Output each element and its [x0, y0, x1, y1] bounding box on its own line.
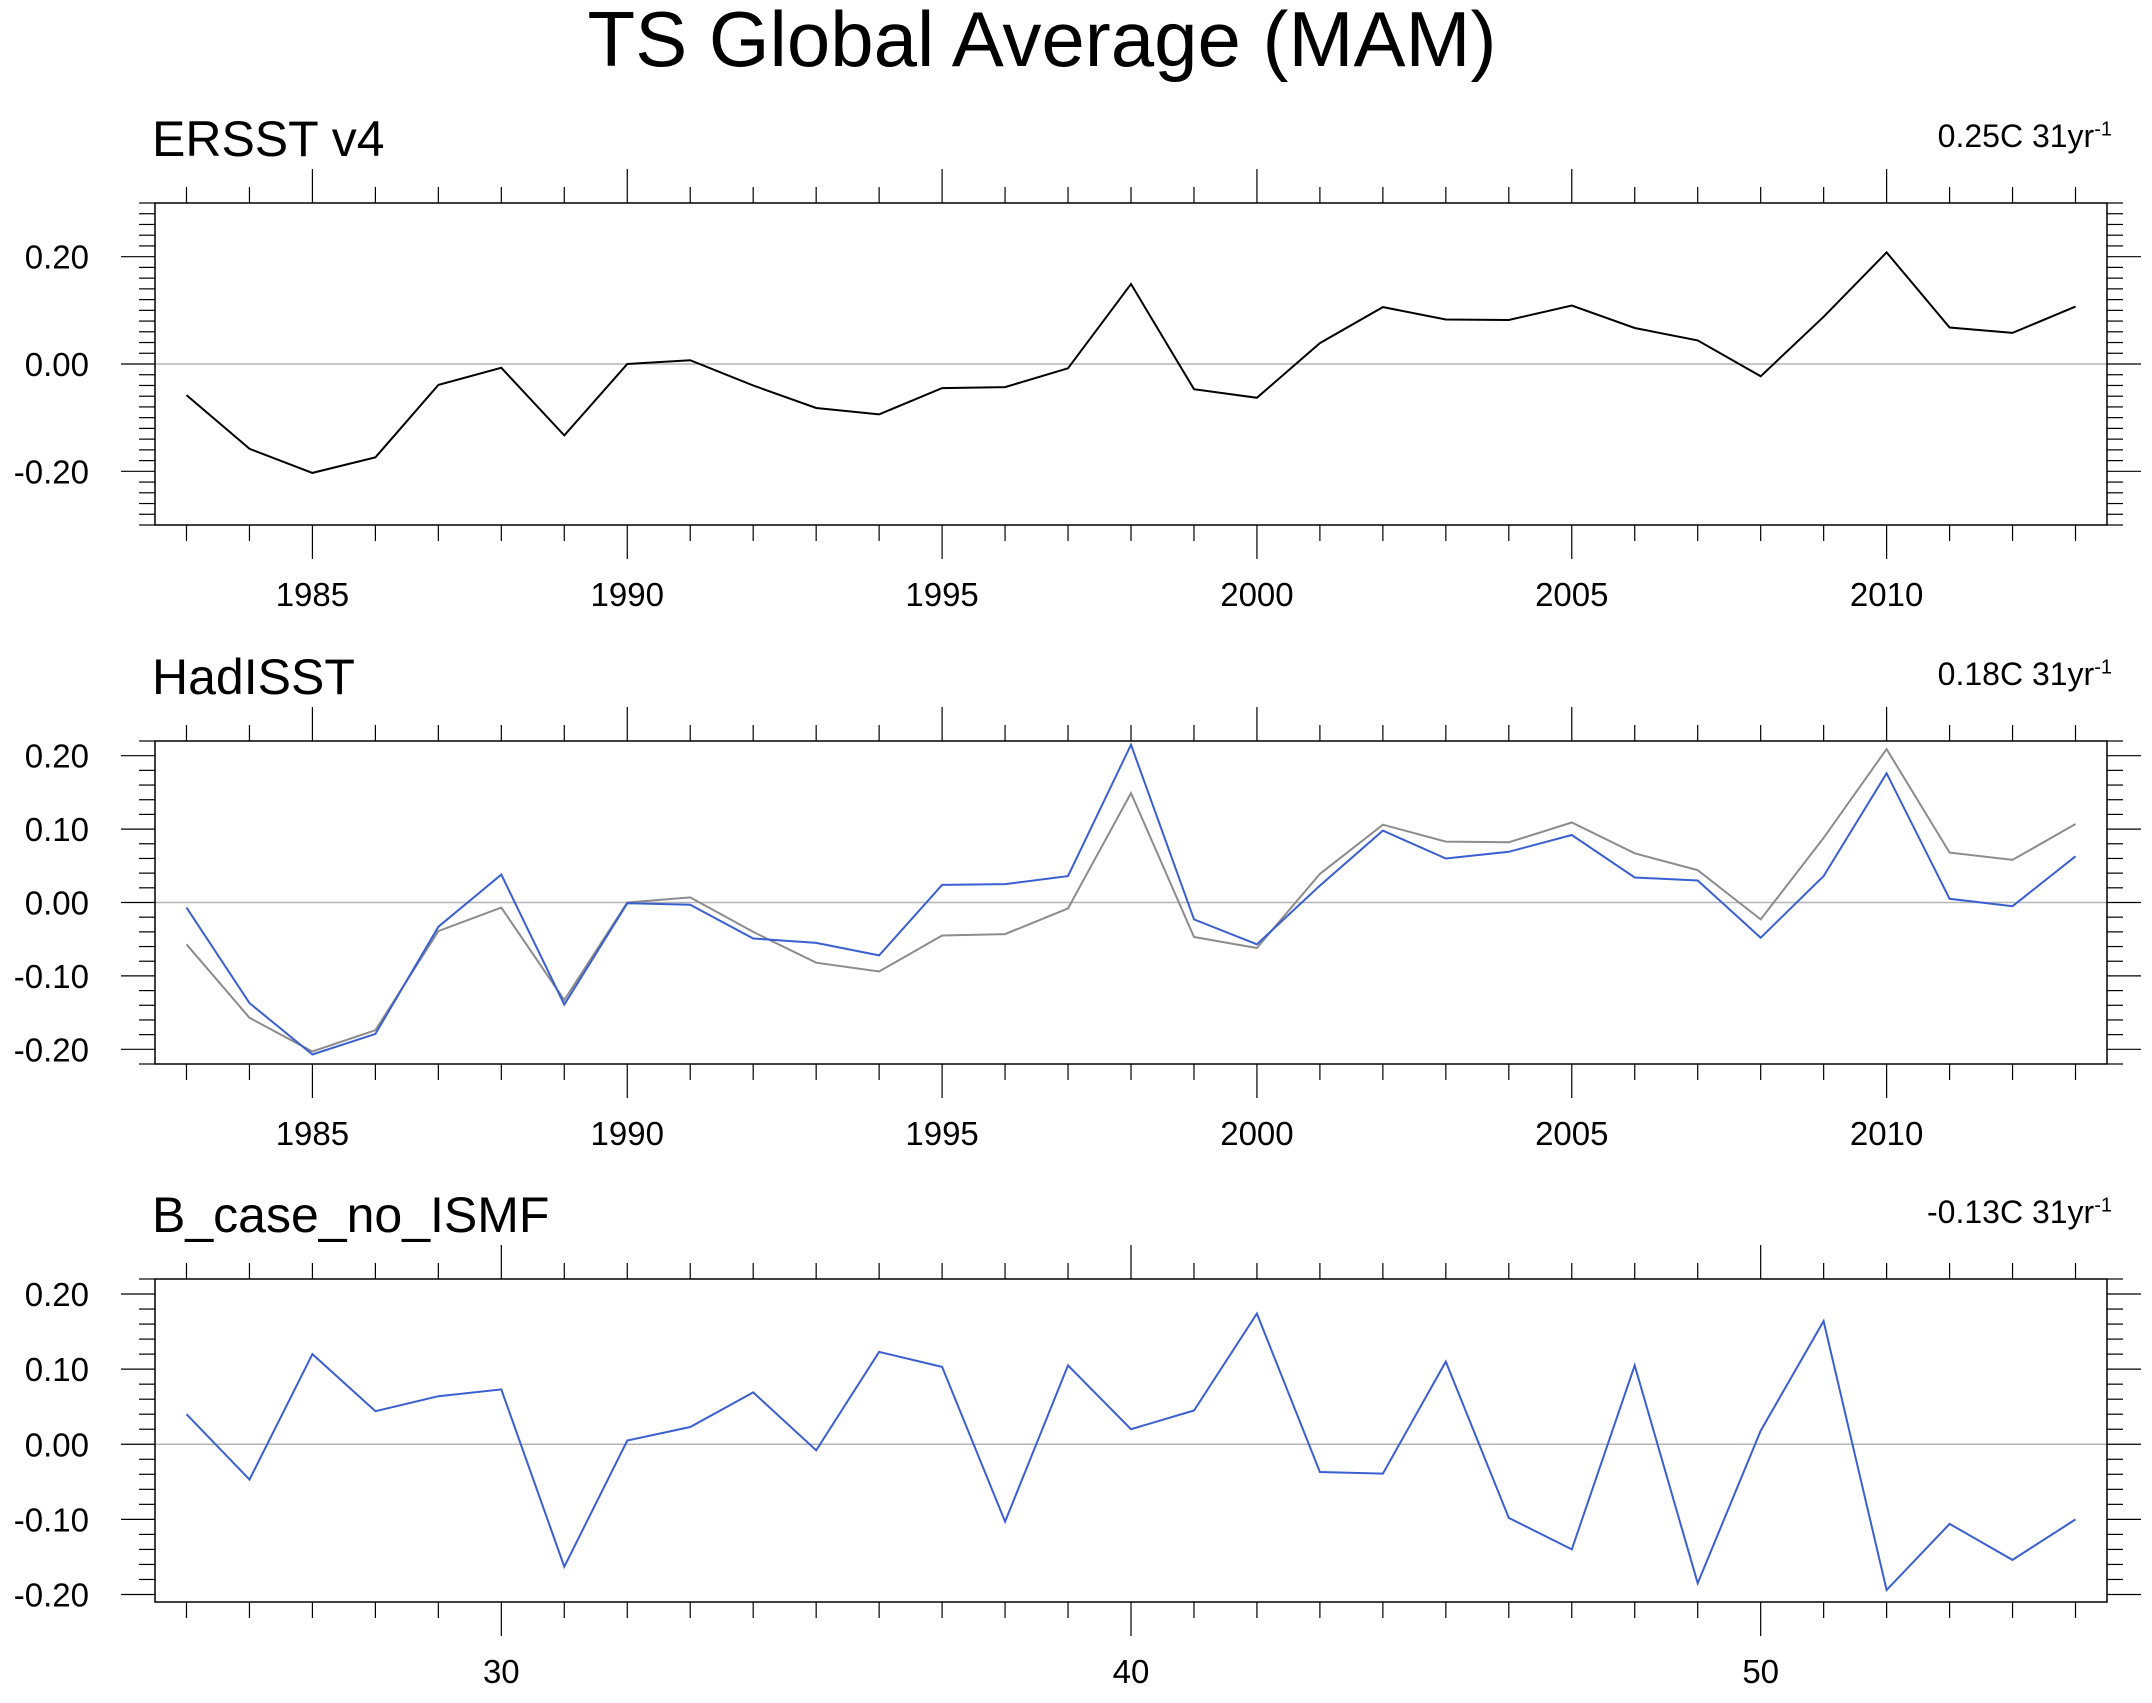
panel-1-x-tick-label: 2005: [1535, 576, 1608, 613]
panel-2-series-2-line: [185, 742, 2077, 1056]
panel-2-x-tick-label: 1995: [905, 1115, 978, 1152]
panel-3-y-tick-label: -0.20: [14, 1576, 89, 1613]
panel-2-x-tick-label: 1990: [591, 1115, 664, 1152]
panel-1-title: ERSST v4: [152, 111, 385, 167]
panel-1: 1985 1990 1995 2000 2005 2010 -0.20 0.00 0.20: [14, 169, 2141, 613]
panel-3-trend: -0.13C 31yr-1: [1927, 1194, 2112, 1231]
panel-2-frame: [154, 740, 2108, 1065]
panel-3-x-tick-label: 40: [1113, 1653, 1150, 1690]
panel-3-title: B_case_no_ISMF: [152, 1187, 550, 1243]
panel-1-x-tick-label: 2010: [1850, 576, 1923, 613]
panel-3-x-tick-label: 30: [483, 1653, 520, 1690]
panel-3-frame: [154, 1278, 2108, 1603]
panel-3-trend-exponent: -1: [2094, 1194, 2112, 1217]
panel-3-y-tick-label: -0.10: [14, 1501, 89, 1538]
panel-1-y-tick-label: -0.20: [14, 453, 89, 490]
panel-1-x-tick-label: 1995: [905, 576, 978, 613]
panel-2-x-tick-label: 1985: [276, 1115, 349, 1152]
panel-2-x-tick-label: 2000: [1220, 1115, 1293, 1152]
panel-2-trend-exponent: -1: [2094, 656, 2112, 679]
panel-1-x-tick-label: 1990: [591, 576, 664, 613]
panel-3-series-1-line: [185, 1311, 2077, 1593]
panel-2-y-tick-label: -0.10: [14, 958, 89, 995]
panel-3-trend-value: -0.13C 31yr: [1927, 1194, 2095, 1230]
panel-2-y-tick-label: 0.20: [25, 738, 89, 775]
figure-title: TS Global Average (MAM): [587, 0, 1497, 83]
panel-1-y-tick-label: 0.20: [25, 239, 89, 276]
panel-2-trend-value: 0.18C 31yr: [1937, 656, 2095, 692]
panel-1-y-tick-label: 0.00: [25, 346, 89, 383]
panel-3-y-tick-label: 0.20: [25, 1276, 89, 1313]
panel-3-y-tick-label: 0.00: [25, 1426, 89, 1463]
panel-2-y-tick-label: -0.20: [14, 1031, 89, 1068]
panel-1-frame: [154, 202, 2108, 526]
panel-1-x-tick-label: 1985: [276, 576, 349, 613]
panel-2-x-tick-label: 2010: [1850, 1115, 1923, 1152]
panel-2-title: HadISST: [152, 649, 355, 705]
panel-1-trend-exponent: -1: [2094, 118, 2112, 141]
panel-2-y-tick-label: 0.00: [25, 885, 89, 922]
panel-2-trend: 0.18C 31yr-1: [1938, 656, 2112, 693]
panel-3-x-tick-label: 50: [1742, 1653, 1779, 1690]
panel-2-x-tick-label: 2005: [1535, 1115, 1608, 1152]
panel-2-series-1-line: [185, 747, 2076, 1053]
panel-3-y-tick-label: 0.10: [25, 1351, 89, 1388]
panel-1-series-1-line: [185, 250, 2076, 474]
panel-1-trend: 0.25C 31yr-1: [1938, 118, 2112, 155]
panel-1-trend-value: 0.25C 31yr: [1937, 118, 2095, 154]
panel-2: 1985 1990 1995 2000 2005 2010 -0.20 -0.10 0.00 0.…: [14, 707, 2141, 1152]
panel-3: 30 40 50 -0.20 -0.10 0.00 0.10 0.20: [14, 1245, 2141, 1690]
panel-2-y-tick-label: 0.10: [25, 811, 89, 848]
panel-1-x-tick-label: 2000: [1220, 576, 1293, 613]
